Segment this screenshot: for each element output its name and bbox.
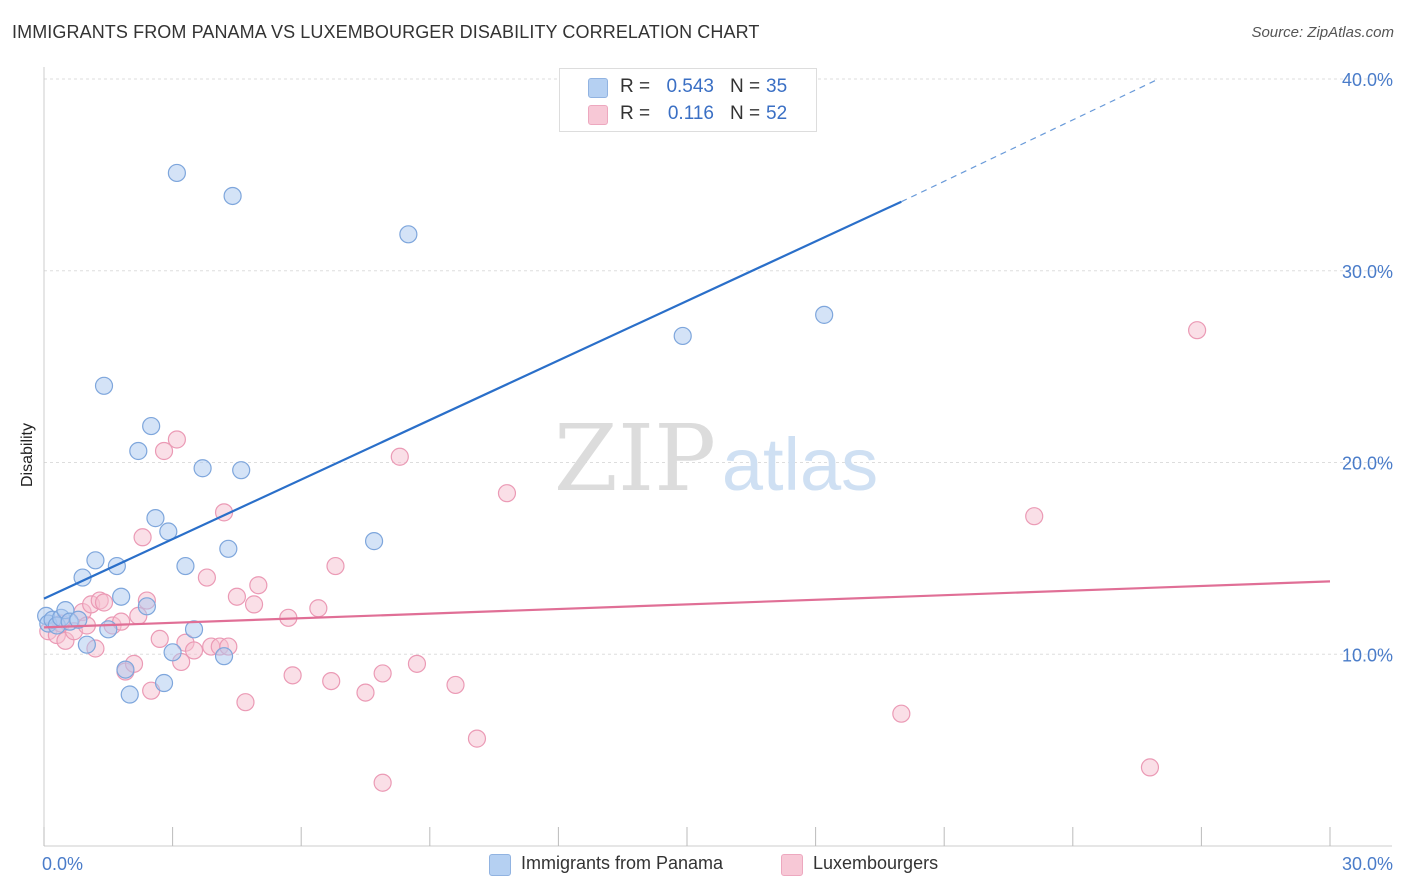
data-point: [112, 587, 131, 606]
y-axis-title: Disability: [19, 422, 36, 488]
chart-source: Source: ZipAtlas.com: [1251, 24, 1394, 41]
data-point: [154, 673, 174, 693]
data-point: [467, 729, 487, 748]
tick-labels: 10.0% 20.0% 30.0% 40.0% 0.0% 30.0%: [42, 70, 1393, 874]
legend-n-label: N =: [730, 103, 761, 124]
legend-r-label: R =: [620, 103, 651, 124]
data-point: [446, 675, 465, 695]
legend-n-value: 52: [766, 103, 788, 124]
data-point: [356, 683, 375, 702]
data-point: [249, 576, 268, 595]
data-point: [390, 447, 409, 466]
legend-r-label: R =: [620, 76, 651, 97]
data-point: [364, 532, 384, 551]
data-point: [815, 305, 834, 324]
watermark: ZIP atlas: [554, 405, 878, 512]
trend-line: [43, 200, 902, 600]
data-point: [193, 459, 212, 478]
y-tick-label: 10.0%: [1342, 645, 1393, 665]
legend-n-label: N =: [730, 76, 761, 97]
trend-line: [43, 580, 1331, 629]
data-point: [232, 461, 251, 480]
data-point: [86, 551, 105, 570]
watermark-atlas: atlas: [722, 423, 878, 506]
data-point: [236, 693, 255, 712]
data-point: [116, 660, 135, 679]
data-point: [120, 685, 139, 704]
data-point: [399, 225, 418, 244]
data-point: [133, 528, 152, 547]
data-point: [497, 484, 517, 503]
gridlines: [44, 78, 1392, 655]
y-tick-label: 30.0%: [1342, 262, 1393, 282]
data-point: [309, 599, 328, 618]
data-point: [154, 441, 174, 461]
data-point: [407, 654, 427, 673]
data-point: [137, 597, 156, 616]
y-tick-label: 40.0%: [1342, 70, 1393, 90]
legend-swatch-pink: [781, 854, 803, 876]
data-point: [223, 186, 242, 206]
x-tick-label: 0.0%: [42, 854, 83, 874]
data-point: [94, 593, 114, 612]
luxembourgers-points: [39, 321, 1207, 792]
legend-label-luxembourgers: Luxembourgers: [813, 853, 939, 873]
legend-n-value: 35: [766, 76, 788, 97]
legend-swatch-blue: [588, 78, 608, 98]
data-point: [373, 664, 392, 683]
data-point: [892, 704, 911, 723]
watermark-zip: ZIP: [554, 405, 716, 512]
legend-swatch-pink: [588, 105, 608, 125]
trend-lines: [43, 78, 1331, 629]
data-point: [77, 635, 96, 654]
y-tick-label: 20.0%: [1342, 454, 1393, 474]
correlation-legend: R = 0.543 N = 35 R = 0.116 N = 52: [559, 68, 817, 132]
data-point: [69, 610, 88, 629]
data-point: [129, 441, 148, 461]
legend-r-value: 0.116: [667, 103, 714, 124]
x-tick-label: 30.0%: [1342, 854, 1393, 874]
data-point: [146, 509, 165, 528]
data-point: [373, 773, 392, 792]
data-point: [150, 629, 169, 649]
legend-label-panama: Immigrants from Panama: [521, 853, 724, 873]
data-point: [1188, 321, 1207, 340]
legend-row-luxembourgers: R = 0.116 N = 52: [560, 102, 816, 126]
data-point: [99, 620, 118, 639]
legend-r-value: 0.543: [666, 76, 714, 97]
data-point: [1140, 758, 1160, 777]
data-point: [673, 326, 692, 346]
trend-line-extension: [901, 78, 1159, 203]
data-point: [1025, 507, 1044, 526]
data-point: [184, 641, 204, 660]
data-point: [219, 539, 238, 558]
data-point: [184, 620, 204, 639]
data-point: [142, 416, 161, 436]
data-point: [176, 556, 195, 576]
data-point: [167, 430, 186, 449]
data-point: [197, 568, 216, 587]
data-point: [322, 671, 341, 691]
data-point: [167, 163, 186, 183]
panama-points: [37, 163, 834, 704]
chart-title: IMMIGRANTS FROM PANAMA VS LUXEMBOURGER D…: [12, 22, 760, 42]
data-point: [283, 666, 302, 685]
legend-swatch-blue: [489, 854, 511, 876]
data-point: [214, 647, 234, 666]
legend-row-panama: R = 0.543 N = 35: [560, 75, 816, 99]
axes: [43, 67, 1392, 847]
data-point: [244, 595, 264, 614]
data-point: [163, 643, 182, 662]
data-point: [94, 376, 114, 395]
data-point: [227, 587, 246, 606]
data-point: [326, 556, 345, 576]
series-legend: Immigrants from Panama Luxembourgers: [0, 852, 1406, 878]
